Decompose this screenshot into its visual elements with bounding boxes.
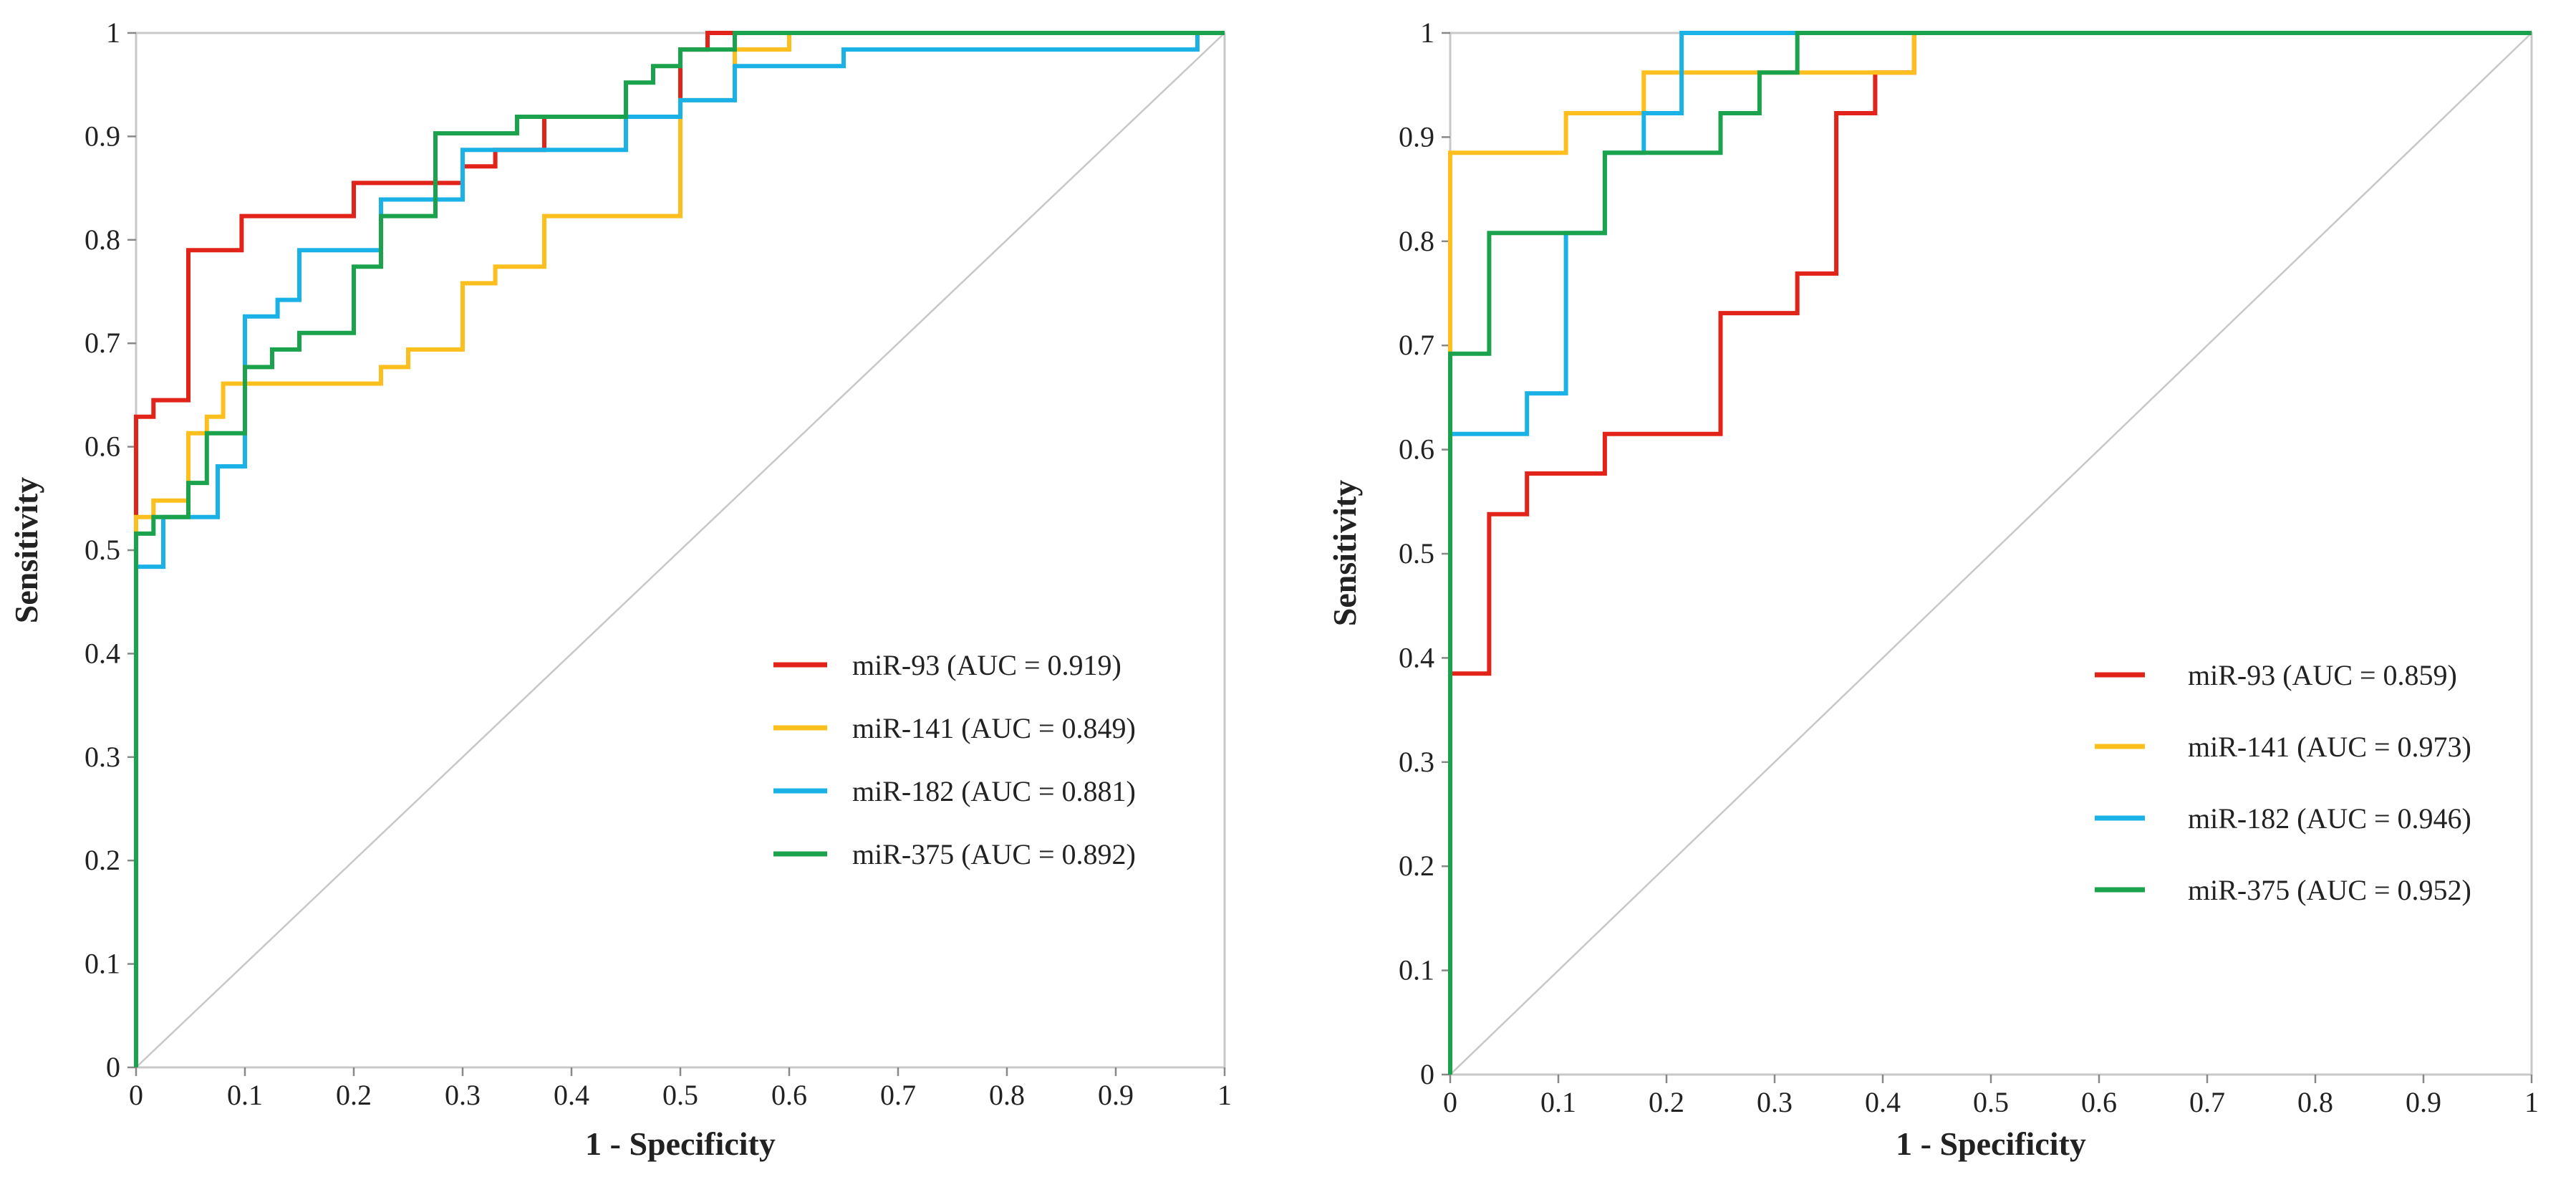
y-tick-label: 0.3 [85, 741, 120, 773]
roc-series-line-4 [134, 31, 1225, 1067]
y-tick-label: 0.9 [85, 120, 120, 152]
x-axis-title: 1 - Specificity [1896, 1125, 2086, 1162]
y-tick-label: 1 [106, 16, 120, 49]
reference-diagonal-line [135, 32, 1225, 1068]
legend: miR-93 (AUC = 0.919) miR-141 (AUC = 0.849… [773, 649, 1136, 870]
y-tick-label: 0.7 [1399, 329, 1434, 361]
y-tick-label: 0.5 [1399, 537, 1434, 570]
roc-chart-1: 0 0.1 0.2 0.3 0.4 0.5 0.6 0.7 0.8 0.9 1 0 0.1 0.2 0.3 0… [8, 16, 1232, 1162]
legend-label: miR-141 (AUC = 0.973) [2188, 731, 2471, 763]
y-tick-label: 0.2 [1399, 850, 1434, 882]
y-tick-label: 0.8 [1399, 225, 1434, 257]
legend: miR-93 (AUC = 0.859) miR-141 (AUC = 0.973… [2095, 659, 2471, 906]
legend-label: miR-375 (AUC = 0.892) [852, 838, 1136, 870]
y-tick-label: 0.7 [85, 327, 120, 359]
y-tick-label: 0.3 [1399, 746, 1434, 778]
x-tick-label: 0.7 [2189, 1086, 2225, 1118]
y-tick-label: 0.4 [1399, 641, 1434, 673]
y-tick-label: 0.9 [1399, 120, 1434, 153]
reference-diagonal-line [1449, 32, 2532, 1075]
roc-series-line-2 [1448, 31, 2532, 354]
x-tick-label: 0.1 [1540, 1086, 1576, 1118]
x-tick-label: 0.6 [771, 1079, 807, 1111]
y-tick-label: 1 [1420, 16, 1434, 49]
x-tick-label: 0.4 [1865, 1086, 1901, 1118]
y-tick-label: 0.6 [85, 431, 120, 463]
legend-label: miR-93 (AUC = 0.859) [2188, 659, 2457, 691]
x-tick-label: 0.2 [1649, 1086, 1684, 1118]
x-tick-label: 0.8 [2297, 1086, 2333, 1118]
x-tick-label: 0.6 [2081, 1086, 2117, 1118]
x-tick-label: 0.7 [880, 1079, 916, 1111]
x-tick-label: 0.3 [445, 1079, 481, 1111]
x-tick-label: 0.8 [989, 1079, 1025, 1111]
x-axis-title: 1 - Specificity [585, 1125, 776, 1162]
x-tick-label: 0 [129, 1079, 143, 1111]
x-tick-label: 0.5 [1973, 1086, 2009, 1118]
x-tick-label: 0.5 [662, 1079, 698, 1111]
x-tick-label: 0.9 [2406, 1086, 2441, 1118]
roc-chart-2: 0 0.1 0.2 0.3 0.4 0.5 0.6 0.7 0.8 0.9 1 0 0.1 0.2 0.3 0… [1326, 16, 2539, 1162]
y-tick-label: 0.1 [1399, 954, 1434, 986]
legend-label: miR-93 (AUC = 0.919) [852, 649, 1121, 681]
y-axis-title: Sensitivity [1326, 480, 1363, 626]
x-tick-label: 0.1 [227, 1079, 263, 1111]
x-tick-label: 0.4 [554, 1079, 589, 1111]
y-tick-label: 0.5 [85, 534, 120, 566]
legend-label: miR-141 (AUC = 0.849) [852, 712, 1136, 744]
legend-label: miR-375 (AUC = 0.952) [2188, 874, 2471, 906]
x-tick-label: 1 [2524, 1086, 2539, 1118]
x-tick-label: 1 [1217, 1079, 1232, 1111]
x-tick-label: 0.9 [1098, 1079, 1134, 1111]
x-tick-label: 0.3 [1757, 1086, 1793, 1118]
legend-label: miR-182 (AUC = 0.881) [852, 775, 1136, 807]
y-axis-title: Sensitivity [8, 477, 44, 623]
y-tick-label: 0.8 [85, 224, 120, 256]
roc-series-line-3 [134, 31, 1225, 585]
y-tick-label: 0.4 [85, 637, 120, 669]
x-tick-label: 0 [1443, 1086, 1457, 1118]
x-tick-label: 0.2 [336, 1079, 372, 1111]
y-tick-label: 0 [1420, 1058, 1434, 1090]
y-tick-label: 0.2 [85, 844, 120, 876]
y-tick-label: 0.1 [85, 948, 120, 980]
legend-label: miR-182 (AUC = 0.946) [2188, 802, 2471, 835]
y-tick-label: 0 [106, 1051, 120, 1083]
roc-series-line-4 [1448, 31, 2532, 1075]
y-tick-label: 0.6 [1399, 433, 1434, 466]
